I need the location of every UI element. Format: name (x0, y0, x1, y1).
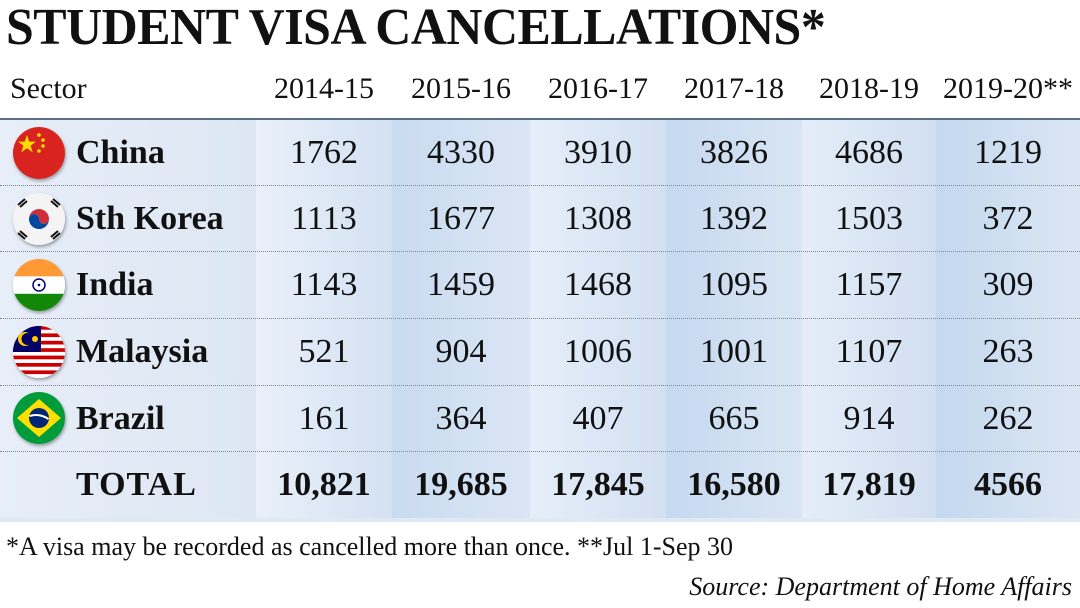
table-cell: 914 (843, 400, 895, 437)
year-header: 2018-19 (819, 72, 919, 105)
table-cell: 262 (982, 400, 1034, 437)
south-korea-flag-icon (13, 193, 65, 245)
table-cell: 364 (435, 400, 487, 437)
table-cell: 1157 (835, 266, 903, 303)
table-header: Sector 2014-15 2015-16 2016-17 2017-18 2… (0, 62, 1080, 116)
table-cell: 3910 (564, 134, 632, 171)
table-cell: 1001 (700, 333, 768, 370)
sector-header: Sector (10, 72, 87, 105)
table-row: Brazil 161 364 407 665 914 262 (0, 386, 1080, 452)
country-label: Malaysia (76, 333, 209, 370)
table-cell: 1006 (564, 333, 632, 370)
total-cell: 4566 (974, 466, 1042, 503)
india-flag-icon (13, 259, 65, 311)
row-divider (0, 318, 1080, 319)
country-label: Sth Korea (76, 200, 224, 237)
table-cell: 904 (435, 333, 487, 370)
table-cell: 4330 (427, 134, 495, 171)
table-cell: 1308 (564, 200, 632, 237)
total-cell: 16,580 (687, 466, 781, 503)
table-cell: 665 (708, 400, 760, 437)
row-divider (0, 185, 1080, 186)
table-cell: 1143 (290, 266, 358, 303)
malaysia-flag-icon (13, 326, 65, 378)
row-divider (0, 451, 1080, 452)
table-cell: 1392 (700, 200, 768, 237)
table-cell: 372 (982, 200, 1034, 237)
table-cell: 263 (982, 333, 1034, 370)
total-cell: 10,821 (277, 466, 371, 503)
table-cell: 1677 (427, 200, 495, 237)
table-row: Sth Korea 1113 1677 1308 1392 1503 372 (0, 186, 1080, 252)
row-divider (0, 385, 1080, 386)
table-cell: 1459 (427, 266, 495, 303)
table-cell: 1503 (835, 200, 903, 237)
table-cell: 1468 (564, 266, 632, 303)
total-label: TOTAL (76, 466, 197, 503)
total-cell: 17,845 (551, 466, 645, 503)
year-header: 2014-15 (274, 72, 374, 105)
table-row: Malaysia 521 904 1006 1001 1107 263 (0, 319, 1080, 385)
table-cell: 1107 (835, 333, 903, 370)
table-cell: 4686 (835, 134, 903, 171)
brazil-flag-icon (13, 392, 65, 444)
table-cell: 1113 (291, 200, 357, 237)
table-cell: 1095 (700, 266, 768, 303)
table-row: China 1762 4330 3910 3826 4686 1219 (0, 120, 1080, 186)
table-cell: 3826 (700, 134, 768, 171)
country-label: India (76, 266, 154, 303)
year-header: 2016-17 (548, 72, 648, 105)
table-cell: 521 (298, 333, 350, 370)
table-cell: 309 (982, 266, 1034, 303)
table-cell: 1762 (290, 134, 358, 171)
year-header: 2019-20** (943, 72, 1073, 105)
row-divider (0, 251, 1080, 252)
table-cell: 407 (572, 400, 624, 437)
total-cell: 19,685 (414, 466, 508, 503)
chart-title: STUDENT VISA CANCELLATIONS* (6, 0, 826, 56)
year-header: 2015-16 (411, 72, 511, 105)
table-row: India 1143 1459 1468 1095 1157 309 (0, 252, 1080, 318)
country-label: China (76, 134, 165, 171)
total-row: TOTAL 10,821 19,685 17,845 16,580 17,819… (0, 452, 1080, 518)
china-flag-icon (13, 127, 65, 179)
year-header: 2017-18 (684, 72, 784, 105)
footnote: *A visa may be recorded as cancelled mor… (6, 532, 734, 561)
country-label: Brazil (76, 400, 165, 437)
table-cell: 1219 (974, 134, 1042, 171)
source-credit: Source: Department of Home Affairs (689, 572, 1072, 601)
total-cell: 17,819 (822, 466, 916, 503)
table-cell: 161 (298, 400, 350, 437)
